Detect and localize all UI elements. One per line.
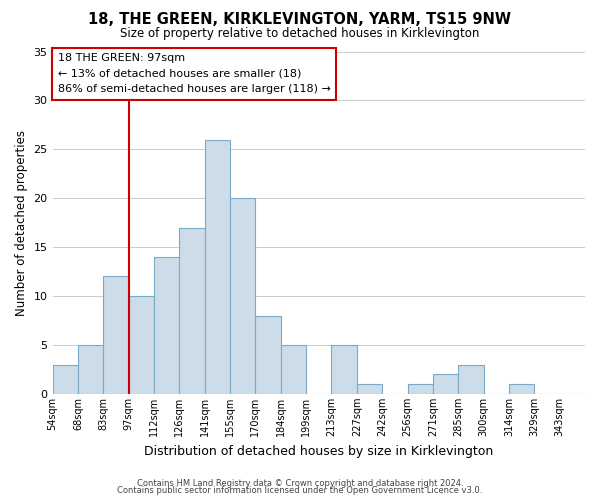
X-axis label: Distribution of detached houses by size in Kirklevington: Distribution of detached houses by size …	[144, 444, 493, 458]
Bar	[407, 384, 433, 394]
Bar	[433, 374, 458, 394]
Bar	[281, 345, 306, 394]
Bar	[103, 276, 128, 394]
Bar	[205, 140, 230, 394]
Bar	[154, 257, 179, 394]
Bar	[509, 384, 534, 394]
Text: Size of property relative to detached houses in Kirklevington: Size of property relative to detached ho…	[121, 28, 479, 40]
Y-axis label: Number of detached properties: Number of detached properties	[15, 130, 28, 316]
Bar	[331, 345, 357, 394]
Bar	[128, 296, 154, 394]
Text: Contains HM Land Registry data © Crown copyright and database right 2024.: Contains HM Land Registry data © Crown c…	[137, 478, 463, 488]
Bar	[458, 364, 484, 394]
Text: 18, THE GREEN, KIRKLEVINGTON, YARM, TS15 9NW: 18, THE GREEN, KIRKLEVINGTON, YARM, TS15…	[89, 12, 511, 28]
Text: Contains public sector information licensed under the Open Government Licence v3: Contains public sector information licen…	[118, 486, 482, 495]
Bar	[230, 198, 256, 394]
Bar	[179, 228, 205, 394]
Text: 18 THE GREEN: 97sqm
← 13% of detached houses are smaller (18)
86% of semi-detach: 18 THE GREEN: 97sqm ← 13% of detached ho…	[58, 53, 331, 94]
Bar	[256, 316, 281, 394]
Bar	[53, 364, 78, 394]
Bar	[78, 345, 103, 394]
Bar	[357, 384, 382, 394]
